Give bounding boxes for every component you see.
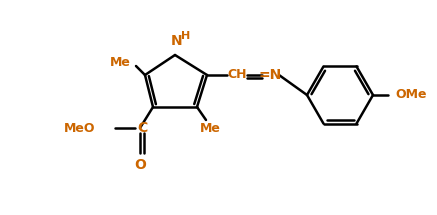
Text: Me: Me [110, 55, 130, 69]
Text: O: O [134, 158, 146, 172]
Text: H: H [181, 31, 191, 41]
Text: MeO: MeO [63, 121, 95, 135]
Text: Me: Me [200, 121, 220, 135]
Text: C: C [137, 121, 147, 135]
Text: =N: =N [258, 68, 281, 82]
Text: OMe: OMe [395, 89, 427, 101]
Text: N: N [171, 34, 183, 48]
Text: CH: CH [227, 69, 247, 81]
